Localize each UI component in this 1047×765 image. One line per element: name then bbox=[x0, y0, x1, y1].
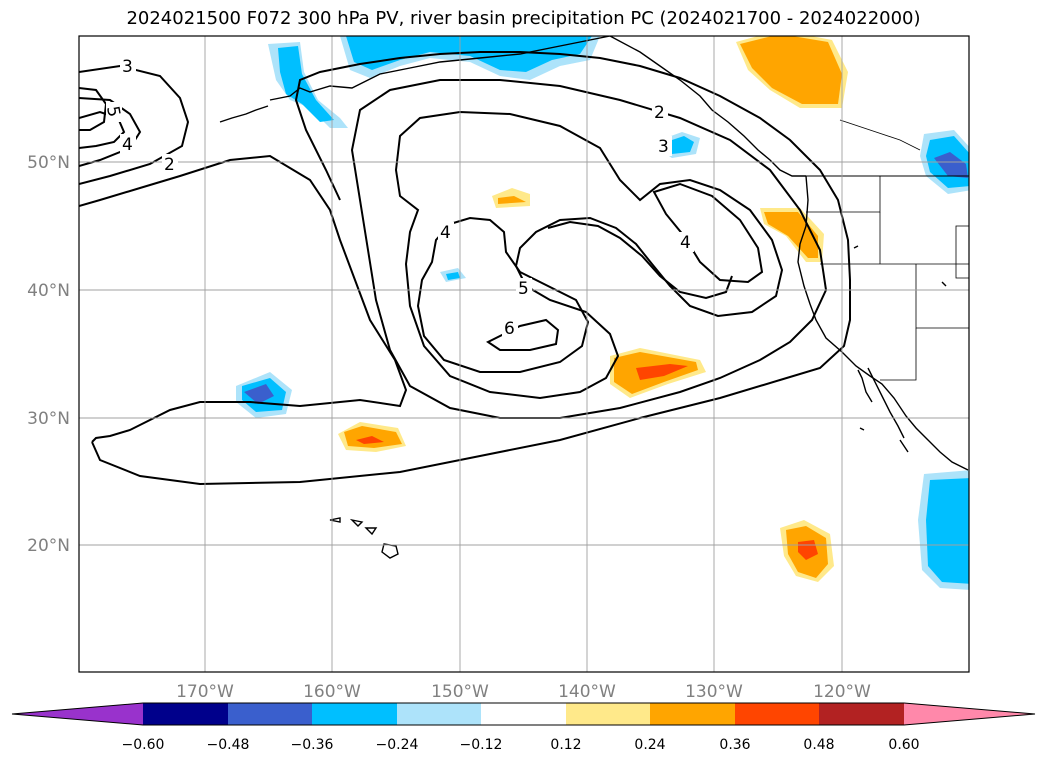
precip-blob-neg-montana-peak bbox=[934, 152, 968, 178]
precip-blob-pos-california-peak bbox=[636, 364, 688, 380]
colorbar-outline bbox=[11, 702, 1036, 726]
lat-tick-labels: 50°N 40°N 30°N 20°N bbox=[27, 153, 70, 556]
contour-label-9: 2 bbox=[654, 103, 665, 123]
contour-label-8: 4 bbox=[680, 233, 691, 253]
colorbar-segment bbox=[735, 703, 819, 725]
colorbar-tick-label: 0.60 bbox=[888, 737, 919, 753]
lon-tick-170w: 170°W bbox=[176, 682, 234, 702]
lon-tick-160w: 160°W bbox=[303, 682, 361, 702]
lat-tick-40: 40°N bbox=[27, 281, 70, 301]
precip-blob-pos-mid-core bbox=[498, 196, 526, 204]
precip-blob-neg-mid-core bbox=[446, 272, 460, 280]
colorbar-tick-label: 0.24 bbox=[634, 737, 665, 753]
precip-blob-neg-bc-core bbox=[666, 136, 694, 154]
contour-label-3: 4 bbox=[122, 135, 133, 155]
colorbar-tick-label: −0.24 bbox=[376, 737, 419, 753]
colorbar: −0.60 −0.48 −0.36 −0.24 −0.12 0.12 0.24 … bbox=[11, 702, 1036, 753]
colorbar-tick-label: −0.48 bbox=[207, 737, 250, 753]
colorbar-segment bbox=[481, 703, 566, 725]
colorbar-segment bbox=[312, 703, 397, 725]
lon-tick-labels: 170°W 160°W 150°W 140°W 130°W 120°W bbox=[176, 682, 871, 702]
pv-contour-4 bbox=[79, 110, 784, 400]
contour-label-5: 4 bbox=[440, 223, 451, 243]
contour-labels: 3 5 4 2 4 5 6 4 2 3 bbox=[102, 56, 694, 339]
colorbar-segment bbox=[650, 703, 735, 725]
lat-tick-50: 50°N bbox=[27, 153, 70, 173]
gridlines bbox=[79, 36, 969, 672]
colorbar-segments bbox=[143, 703, 904, 725]
lat-tick-20: 20°N bbox=[27, 536, 70, 556]
precip-blob-pos-oregon-core bbox=[764, 212, 818, 258]
colorbar-tick-label: 0.48 bbox=[803, 737, 834, 753]
contour-label-10: 3 bbox=[658, 137, 669, 157]
contour-label-1: 3 bbox=[122, 57, 133, 77]
colorbar-segment bbox=[143, 703, 228, 725]
precip-blob-neg-west-peak bbox=[244, 384, 274, 404]
colorbar-tick-label: −0.12 bbox=[460, 737, 503, 753]
precip-blob-pos-hawaii-north-peak bbox=[356, 436, 384, 444]
map-frame bbox=[78, 35, 970, 673]
contour-label-2: 5 bbox=[102, 105, 124, 119]
pv-contour-6 bbox=[486, 318, 560, 351]
lon-tick-140w: 140°W bbox=[558, 682, 616, 702]
precip-blob-neg-alaska-west-core bbox=[278, 46, 334, 122]
precip-blob-neg-alaska-north-core bbox=[346, 36, 592, 72]
lon-tick-130w: 130°W bbox=[685, 682, 743, 702]
colorbar-tick-label: −0.60 bbox=[122, 737, 165, 753]
contour-label-6: 5 bbox=[518, 279, 529, 299]
lat-tick-30: 30°N bbox=[27, 409, 70, 429]
colorbar-segment bbox=[397, 703, 481, 725]
colorbar-extend-max bbox=[904, 703, 1035, 725]
colorbar-segment bbox=[566, 703, 650, 725]
colorbar-tick-label: −0.36 bbox=[291, 737, 334, 753]
colorbar-tick-labels: −0.60 −0.48 −0.36 −0.24 −0.12 0.12 0.24 … bbox=[122, 737, 920, 753]
precip-blob-pos-canada-core bbox=[740, 36, 842, 104]
colorbar-segment bbox=[228, 703, 312, 725]
coastlines bbox=[219, 36, 969, 559]
contour-label-4: 2 bbox=[164, 155, 175, 175]
colorbar-extend-min bbox=[12, 703, 143, 725]
colorbar-tick-label: 0.12 bbox=[550, 737, 581, 753]
colorbar-segment bbox=[819, 703, 904, 725]
pv-contours bbox=[79, 51, 851, 486]
colorbar-tick-label: 0.36 bbox=[719, 737, 750, 753]
precip-blob-neg-mexico-core bbox=[926, 478, 969, 584]
pv-contour-5 bbox=[79, 87, 733, 373]
lon-tick-120w: 120°W bbox=[813, 682, 871, 702]
contour-label-7: 6 bbox=[504, 319, 515, 339]
map-title: 2024021500 F072 300 hPa PV, river basin … bbox=[126, 8, 921, 29]
lon-tick-150w: 150°W bbox=[431, 682, 489, 702]
